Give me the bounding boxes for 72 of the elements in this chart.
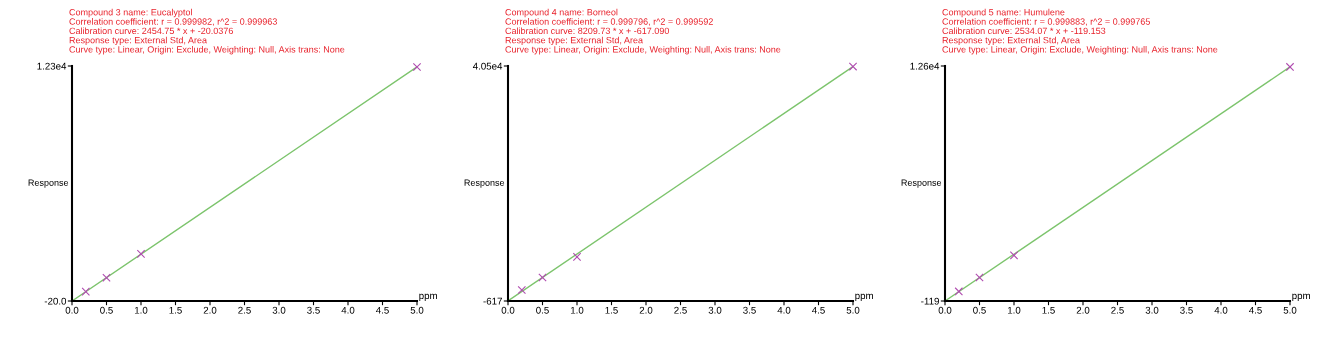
y-axis-title: Response xyxy=(901,179,942,188)
x-tick-label: 2.5 xyxy=(674,306,687,314)
point xyxy=(102,273,111,282)
x-tick-label: 1.5 xyxy=(605,306,618,314)
chart-title: Compound 4 name: Borneol xyxy=(505,8,618,18)
text: Curve type: Linear, Origin: Exclude, Weighting: Null, Axis trans: None xyxy=(69,45,345,55)
chart-title: Compound 5 name: Humulene xyxy=(942,8,1065,18)
y-axis-title: Response xyxy=(464,179,505,188)
point xyxy=(538,273,547,282)
point xyxy=(517,285,527,295)
x-tick-label: 4.5 xyxy=(375,306,389,314)
text: Response type: External Std, Area xyxy=(69,36,208,46)
x-tick-label: 2.5 xyxy=(1111,306,1124,314)
x-axis-title: ppm xyxy=(1292,293,1310,301)
x-tick-label: 4.5 xyxy=(811,306,825,314)
x-tick-label: 4.0 xyxy=(1214,306,1228,314)
point xyxy=(1009,251,1019,260)
x-tick-label: 0.0 xyxy=(65,306,79,314)
point xyxy=(81,287,91,296)
point xyxy=(954,287,964,296)
x-tick-label: 1.0 xyxy=(134,306,148,314)
y-tick-label: 1.26e4 xyxy=(910,62,940,70)
text: Correlation coefficient: r = 0.999796, r^2 = 0.999592 xyxy=(505,18,713,26)
text: Curve type: Linear, Origin: Exclude, Weighting: Null, Axis trans: None xyxy=(942,45,1218,55)
x-tick-label: 2.0 xyxy=(1076,306,1090,314)
x-tick-label: 3.5 xyxy=(307,306,320,314)
x-tick-label: 4.0 xyxy=(777,306,791,314)
x-tick-label: 3.5 xyxy=(1180,306,1193,314)
text: Calibration curve: 2454.75 * x + -20.0376 xyxy=(69,27,233,35)
y-tick-label: 1.23e4 xyxy=(37,62,67,70)
point xyxy=(136,249,146,259)
x-tick-label: 4.5 xyxy=(1248,306,1262,314)
x-axis-title: ppm xyxy=(855,293,873,301)
x-tick-label: 4.0 xyxy=(341,306,355,314)
x-tick-label: 0.5 xyxy=(973,306,986,314)
x-tick-label: 3.0 xyxy=(708,306,722,314)
text: Calibration curve: 2534.07 * x + -119.153 xyxy=(942,27,1106,35)
x-tick-label: 1.0 xyxy=(1007,306,1021,314)
chart-title: Compound 3 name: Eucalyptol xyxy=(69,8,192,18)
x-tick-label: 1.5 xyxy=(169,306,182,314)
y-tick-label: -20.0 xyxy=(44,297,67,305)
text: Curve type: Linear, Origin: Exclude, Weighting: Null, Axis trans: None xyxy=(505,45,781,55)
y-tick-label: -617 xyxy=(483,297,502,305)
x-tick-label: 0.5 xyxy=(536,306,549,314)
x-tick-label: 3.0 xyxy=(272,306,286,314)
x-tick-label: 3.0 xyxy=(1145,306,1159,314)
point xyxy=(1285,62,1295,72)
point xyxy=(412,62,422,72)
x-tick-label: 3.5 xyxy=(743,306,756,314)
x-axis-title: ppm xyxy=(419,293,437,301)
text: Response type: External Std, Area xyxy=(505,36,644,46)
x-tick-label: 1.5 xyxy=(1042,306,1055,314)
text: Response type: External Std, Area xyxy=(942,36,1081,46)
x-tick-label: 5.0 xyxy=(1283,306,1297,314)
x-tick-label: 2.0 xyxy=(639,306,653,314)
point xyxy=(848,62,858,71)
x-tick-label: 0.0 xyxy=(501,306,515,314)
x-tick-label: 2.0 xyxy=(203,306,217,314)
y-tick-label: 4.05e4 xyxy=(472,62,503,70)
x-tick-label: 0.0 xyxy=(938,306,952,314)
point xyxy=(975,273,984,282)
y-axis-title: Response xyxy=(28,179,69,188)
x-tick-label: 0.5 xyxy=(100,306,113,314)
x-tick-label: 5.0 xyxy=(846,306,860,314)
x-tick-label: 2.5 xyxy=(238,306,251,314)
y-tick-label: -119 xyxy=(921,297,939,305)
x-tick-label: 5.0 xyxy=(410,306,424,314)
text: Correlation coefficient: r = 0.999883, r^2 = 0.999765 xyxy=(942,18,1150,26)
text: Calibration curve: 8209.73 * x + -617.090 xyxy=(505,27,670,35)
point xyxy=(572,252,582,262)
x-tick-label: 1.0 xyxy=(570,306,584,314)
text: Correlation coefficient: r = 0.999982, r^2 = 0.999963 xyxy=(69,18,277,26)
